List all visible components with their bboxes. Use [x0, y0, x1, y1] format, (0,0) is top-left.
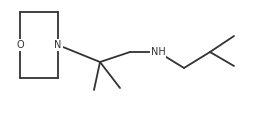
Text: N: N: [54, 40, 61, 50]
Text: NH: NH: [150, 47, 165, 57]
Text: O: O: [16, 40, 24, 50]
